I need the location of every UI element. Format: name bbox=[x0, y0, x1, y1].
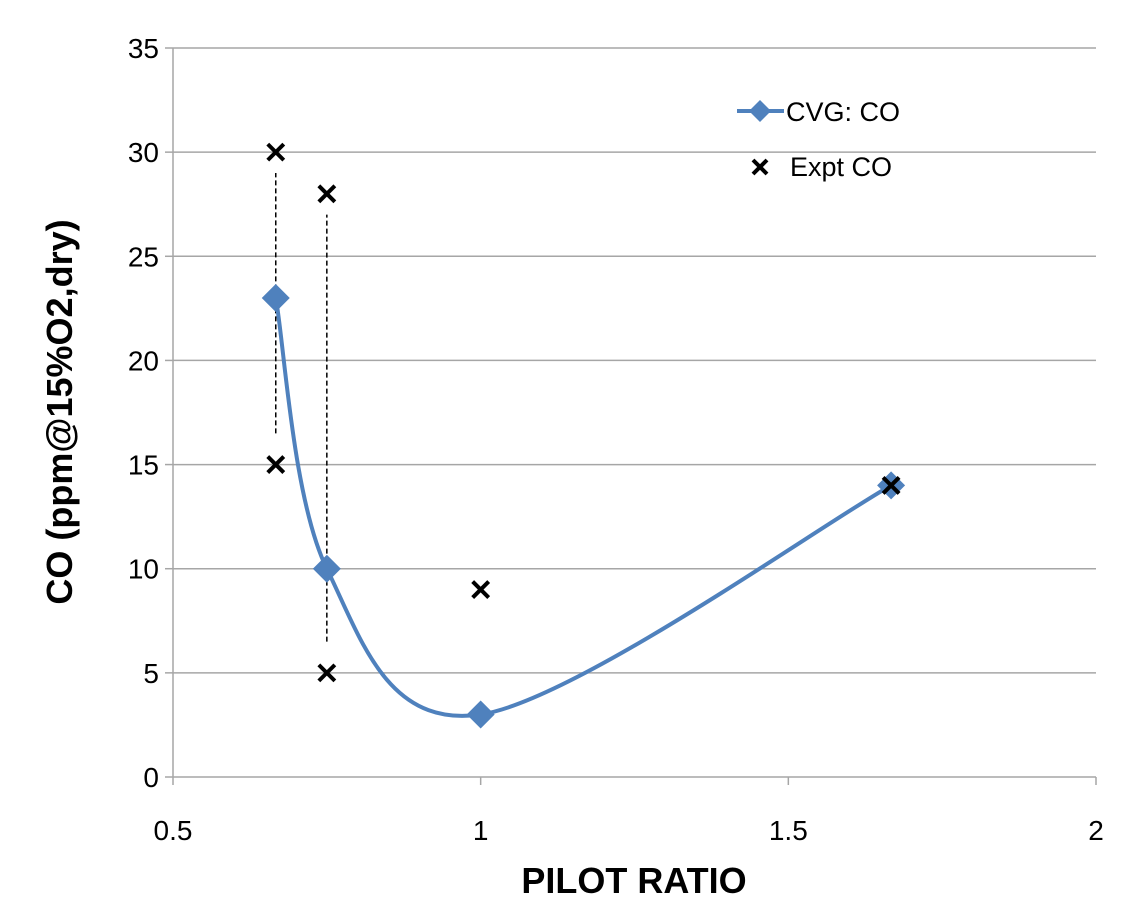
expt-co-point bbox=[317, 663, 337, 683]
y-tick-label: 5 bbox=[143, 658, 159, 689]
y-tick-label: 35 bbox=[128, 33, 159, 64]
x-axis-label: PILOT RATIO bbox=[521, 860, 746, 901]
legend: CVG: CO Expt CO bbox=[737, 97, 900, 182]
expt-co-point bbox=[881, 475, 901, 495]
cvg-co-point bbox=[312, 554, 341, 583]
cvg-co-line bbox=[273, 297, 893, 718]
expt-co-point bbox=[266, 142, 286, 162]
data-marks bbox=[261, 142, 906, 729]
x-tick-labels: 0.5 1 1.5 2 bbox=[154, 815, 1104, 846]
y-tick-label: 15 bbox=[128, 450, 159, 481]
legend-label-expt: Expt CO bbox=[790, 152, 892, 182]
legend-label-cvg: CVG: CO bbox=[786, 97, 900, 127]
y-tick-label: 10 bbox=[128, 554, 159, 585]
y-tick-label: 0 bbox=[143, 762, 159, 793]
axes bbox=[165, 47, 1097, 785]
y-tick-label: 25 bbox=[128, 241, 159, 272]
legend-x-icon bbox=[751, 158, 769, 176]
cvg-co-point bbox=[466, 700, 495, 729]
gridlines bbox=[173, 47, 1096, 674]
x-tick-label: 1 bbox=[473, 815, 489, 846]
y-tick-label: 20 bbox=[128, 345, 159, 376]
x-tick-label: 0.5 bbox=[154, 815, 193, 846]
expt-co-point bbox=[471, 580, 491, 599]
expt-co-point bbox=[317, 184, 337, 204]
x-tick-label: 2 bbox=[1088, 815, 1104, 846]
y-axis-label: CO (ppm@15%O2,dry) bbox=[39, 219, 80, 604]
x-tick-label: 1.5 bbox=[769, 815, 808, 846]
expt-co-point bbox=[266, 455, 286, 474]
legend-diamond-icon bbox=[749, 100, 771, 122]
y-tick-label: 30 bbox=[128, 137, 159, 168]
y-tick-labels: 0 5 10 15 20 25 30 35 bbox=[128, 33, 159, 793]
cvg-co-point bbox=[261, 283, 290, 312]
